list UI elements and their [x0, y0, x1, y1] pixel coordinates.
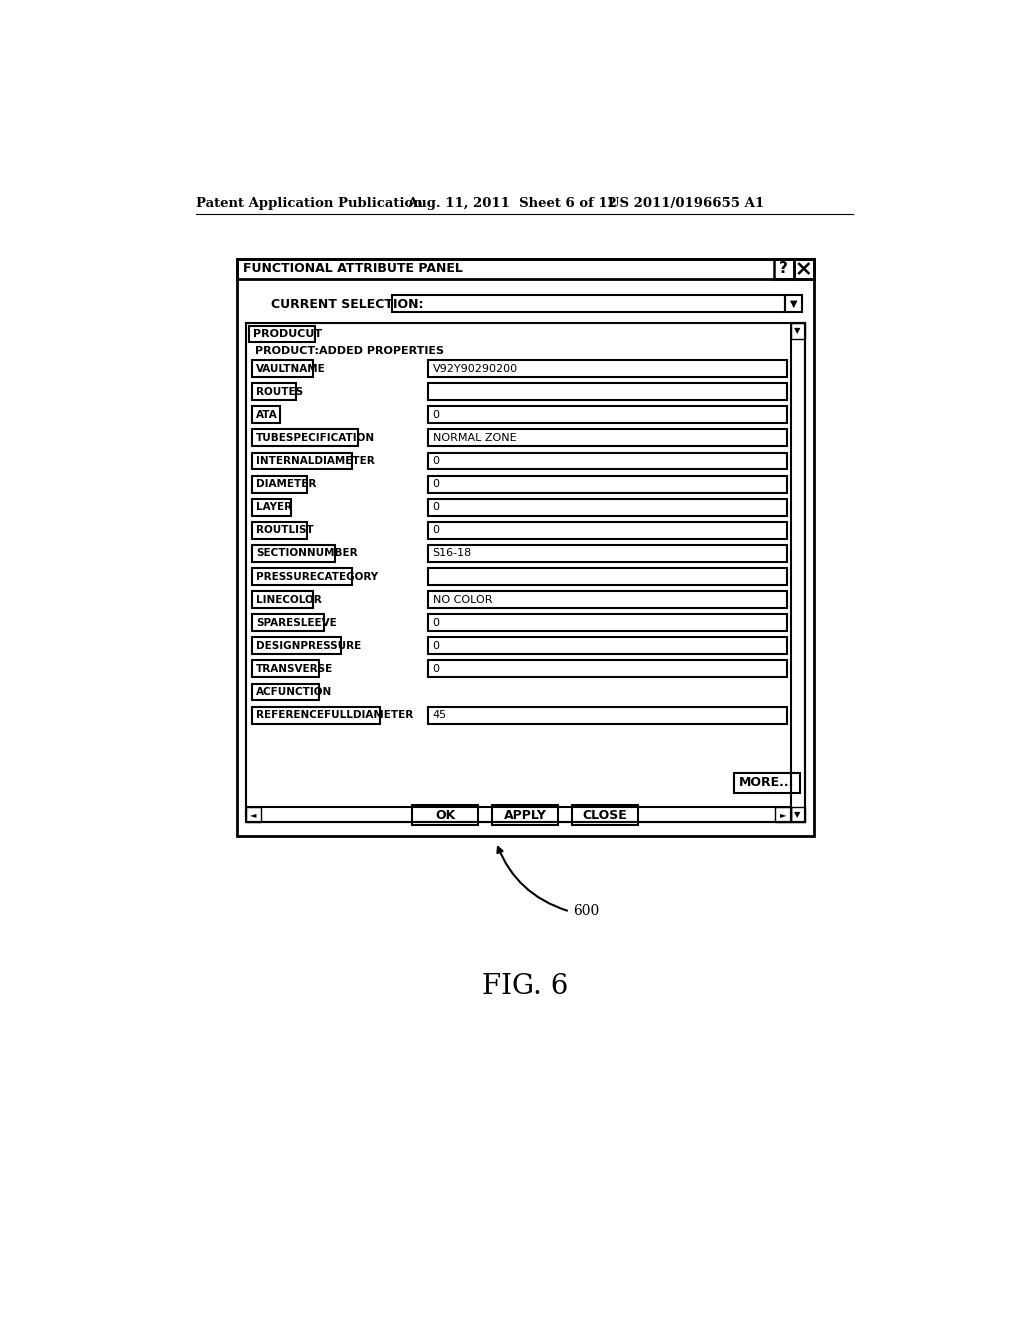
- Text: FUNCTIONAL ATTRIBUTE PANEL: FUNCTIONAL ATTRIBUTE PANEL: [243, 261, 463, 275]
- Bar: [428, 521, 786, 539]
- Text: ◄: ◄: [250, 810, 257, 818]
- Text: Patent Application Publication: Patent Application Publication: [197, 197, 423, 210]
- Text: PRODUCUT: PRODUCUT: [253, 329, 322, 339]
- Bar: [428, 360, 786, 378]
- Text: SPARESLEEVE: SPARESLEEVE: [256, 618, 337, 628]
- Text: 0: 0: [432, 640, 439, 651]
- Text: ?: ?: [779, 261, 788, 276]
- Text: 0: 0: [432, 618, 439, 628]
- Text: NORMAL ZONE: NORMAL ZONE: [432, 433, 516, 444]
- Bar: [775, 807, 791, 822]
- Text: PRODUCT:ADDED PROPERTIES: PRODUCT:ADDED PROPERTIES: [255, 346, 444, 356]
- Text: DESIGNPRESSURE: DESIGNPRESSURE: [256, 640, 361, 651]
- Text: CURRENT SELECTION:: CURRENT SELECTION:: [271, 298, 424, 312]
- Bar: [428, 591, 786, 609]
- Text: REFERENCEFULLDIAMETER: REFERENCEFULLDIAMETER: [256, 710, 413, 721]
- Text: ▼: ▼: [795, 326, 801, 335]
- Bar: [785, 296, 802, 313]
- Text: SECTIONNUMBER: SECTIONNUMBER: [256, 548, 357, 558]
- Bar: [237, 259, 814, 836]
- Bar: [493, 805, 558, 825]
- Bar: [246, 807, 791, 822]
- Text: 0: 0: [432, 479, 439, 490]
- Bar: [428, 453, 786, 470]
- Text: LINECOLOR: LINECOLOR: [256, 594, 322, 605]
- Text: INTERNALDIAMETER: INTERNALDIAMETER: [256, 455, 375, 466]
- Bar: [252, 383, 296, 400]
- Text: OK: OK: [435, 809, 456, 822]
- Text: TUBESPECIFICATION: TUBESPECIFICATION: [256, 433, 375, 444]
- Bar: [391, 296, 785, 313]
- Bar: [249, 326, 314, 342]
- Bar: [791, 807, 805, 822]
- Text: FIG. 6: FIG. 6: [481, 973, 568, 999]
- Text: VAULTNAME: VAULTNAME: [256, 363, 326, 374]
- Text: 0: 0: [432, 455, 439, 466]
- Text: ACFUNCTION: ACFUNCTION: [256, 686, 332, 697]
- Text: APPLY: APPLY: [504, 809, 547, 822]
- Bar: [734, 774, 800, 793]
- Bar: [252, 453, 352, 470]
- Bar: [252, 521, 307, 539]
- Text: ▼: ▼: [790, 298, 798, 309]
- Bar: [413, 805, 478, 825]
- Bar: [252, 706, 380, 723]
- Text: ►: ►: [779, 810, 786, 818]
- Text: CLOSE: CLOSE: [583, 809, 628, 822]
- Bar: [252, 591, 313, 609]
- Text: 0: 0: [432, 664, 439, 675]
- Bar: [246, 807, 261, 822]
- Text: S16-18: S16-18: [432, 548, 472, 558]
- Bar: [252, 545, 336, 562]
- Bar: [428, 706, 786, 723]
- Text: 0: 0: [432, 525, 439, 536]
- Bar: [428, 545, 786, 562]
- Bar: [428, 429, 786, 446]
- Text: TRANSVERSE: TRANSVERSE: [256, 664, 333, 675]
- Text: NO COLOR: NO COLOR: [432, 594, 493, 605]
- Text: US 2011/0196655 A1: US 2011/0196655 A1: [608, 197, 765, 210]
- Text: DIAMETER: DIAMETER: [256, 479, 316, 490]
- Bar: [428, 660, 786, 677]
- Text: ATA: ATA: [256, 409, 278, 420]
- Bar: [252, 475, 307, 492]
- Bar: [428, 475, 786, 492]
- Bar: [246, 323, 805, 822]
- Text: V92Y90290200: V92Y90290200: [432, 363, 518, 374]
- Bar: [428, 638, 786, 655]
- Bar: [428, 499, 786, 516]
- Bar: [252, 684, 318, 701]
- Text: MORE...: MORE...: [739, 776, 795, 789]
- Text: Aug. 11, 2011  Sheet 6 of 12: Aug. 11, 2011 Sheet 6 of 12: [407, 197, 616, 210]
- Bar: [252, 499, 291, 516]
- Text: ▼: ▼: [795, 810, 801, 818]
- Bar: [794, 259, 814, 279]
- Bar: [791, 323, 805, 339]
- Bar: [428, 614, 786, 631]
- Text: PRESSURECATEGORY: PRESSURECATEGORY: [256, 572, 378, 582]
- Text: LAYER: LAYER: [256, 502, 292, 512]
- Text: 0: 0: [432, 502, 439, 512]
- Text: 600: 600: [573, 904, 600, 919]
- Bar: [773, 259, 794, 279]
- Bar: [237, 259, 814, 279]
- Bar: [252, 660, 318, 677]
- Text: 0: 0: [432, 409, 439, 420]
- Bar: [428, 407, 786, 424]
- Bar: [252, 614, 325, 631]
- Bar: [252, 568, 352, 585]
- Bar: [791, 323, 805, 822]
- Bar: [428, 383, 786, 400]
- Bar: [572, 805, 638, 825]
- Bar: [252, 360, 313, 378]
- Bar: [252, 638, 341, 655]
- Text: ROUTLIST: ROUTLIST: [256, 525, 313, 536]
- Text: 45: 45: [432, 710, 446, 721]
- Bar: [252, 429, 357, 446]
- Text: ROUTES: ROUTES: [256, 387, 303, 397]
- Bar: [428, 568, 786, 585]
- Bar: [252, 407, 280, 424]
